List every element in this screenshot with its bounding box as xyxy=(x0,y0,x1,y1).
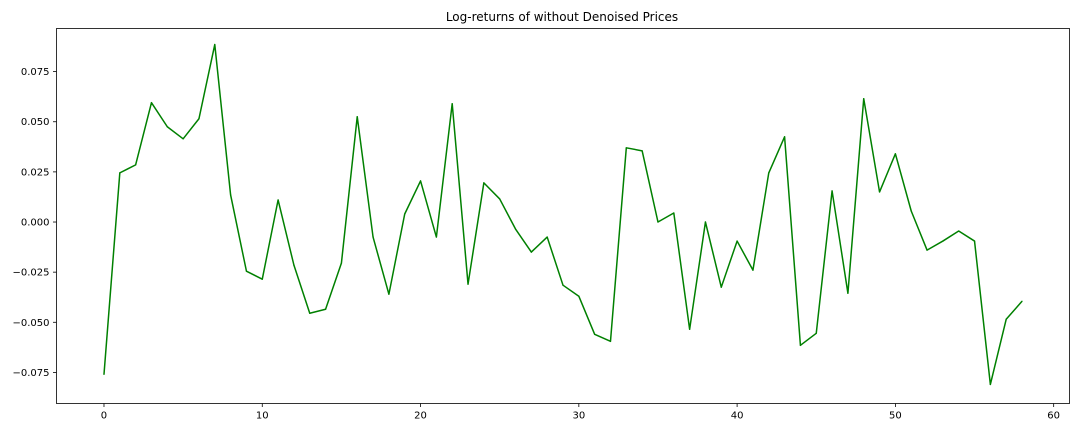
data-point xyxy=(942,240,944,242)
y-tick-label: −0.050 xyxy=(12,318,49,329)
data-point xyxy=(150,102,153,104)
x-tick-label: 20 xyxy=(414,411,427,422)
data-point xyxy=(989,383,991,386)
y-tick-label: 0.025 xyxy=(21,167,50,178)
data-point xyxy=(847,292,849,294)
data-point xyxy=(388,293,390,295)
data-point xyxy=(625,147,627,149)
data-point xyxy=(768,172,770,174)
data-point xyxy=(198,118,200,120)
data-point xyxy=(958,230,960,232)
data-point xyxy=(435,236,437,238)
data-point xyxy=(293,264,295,266)
x-tick-label: 60 xyxy=(1047,411,1060,422)
data-point xyxy=(230,194,232,196)
data-point xyxy=(309,312,311,314)
data-point xyxy=(214,43,216,46)
data-point xyxy=(135,164,137,166)
data-point xyxy=(894,153,896,155)
data-point xyxy=(831,190,833,192)
y-tick-label: −0.075 xyxy=(12,368,49,379)
data-point xyxy=(451,103,453,105)
data-point xyxy=(103,373,105,376)
data-point xyxy=(704,221,707,223)
data-point xyxy=(815,332,817,334)
x-tick-label: 40 xyxy=(731,411,744,422)
y-tick-label: 0.075 xyxy=(21,67,50,78)
data-point xyxy=(356,116,358,118)
x-tick-label: 30 xyxy=(572,411,585,422)
data-point xyxy=(530,251,532,253)
y-tick-label: 0.050 xyxy=(21,117,50,128)
data-point xyxy=(926,249,928,251)
x-axis: 0 10 20 30 40 50 60 xyxy=(101,403,1060,422)
data-point xyxy=(467,283,469,285)
data-point xyxy=(752,269,754,271)
data-point xyxy=(1021,300,1023,302)
data-point xyxy=(324,308,327,310)
data-point xyxy=(863,98,865,100)
data-point xyxy=(578,295,580,297)
data-point xyxy=(641,150,643,152)
data-point xyxy=(166,126,168,128)
data-point xyxy=(119,172,121,174)
data-point xyxy=(245,270,248,272)
data-point xyxy=(546,236,548,238)
data-point xyxy=(594,333,596,335)
plot-area xyxy=(103,43,1023,386)
data-point xyxy=(657,221,659,223)
y-tick-label: −0.025 xyxy=(12,268,49,279)
data-point xyxy=(483,182,485,184)
y-axis: 0.075 0.050 0.025 0.000 −0.025 −0.050 −0.075 xyxy=(12,67,57,379)
data-point xyxy=(799,344,802,346)
data-point xyxy=(340,262,343,264)
x-tick-label: 0 xyxy=(101,411,107,422)
data-point xyxy=(973,240,976,242)
data-point xyxy=(910,210,912,212)
plot-frame xyxy=(56,28,1070,404)
data-point xyxy=(514,228,517,230)
data-point xyxy=(609,340,612,342)
data-point xyxy=(419,180,422,182)
data-point xyxy=(277,199,279,201)
chart-title: Log-returns of without Denoised Prices xyxy=(446,10,678,24)
data-point xyxy=(736,240,738,242)
data-point xyxy=(182,138,184,140)
data-point xyxy=(783,136,786,138)
x-tick-label: 10 xyxy=(256,411,269,422)
x-tick-label: 50 xyxy=(889,411,902,422)
data-point xyxy=(404,213,406,215)
data-point xyxy=(562,284,564,286)
y-tick-label: 0.000 xyxy=(21,218,50,229)
data-point xyxy=(499,198,501,200)
data-point xyxy=(878,191,881,193)
data-point xyxy=(261,278,263,280)
data-point xyxy=(1005,318,1007,320)
data-point xyxy=(372,236,374,238)
data-point xyxy=(689,328,691,330)
data-point xyxy=(673,212,675,214)
data-point xyxy=(720,286,722,288)
